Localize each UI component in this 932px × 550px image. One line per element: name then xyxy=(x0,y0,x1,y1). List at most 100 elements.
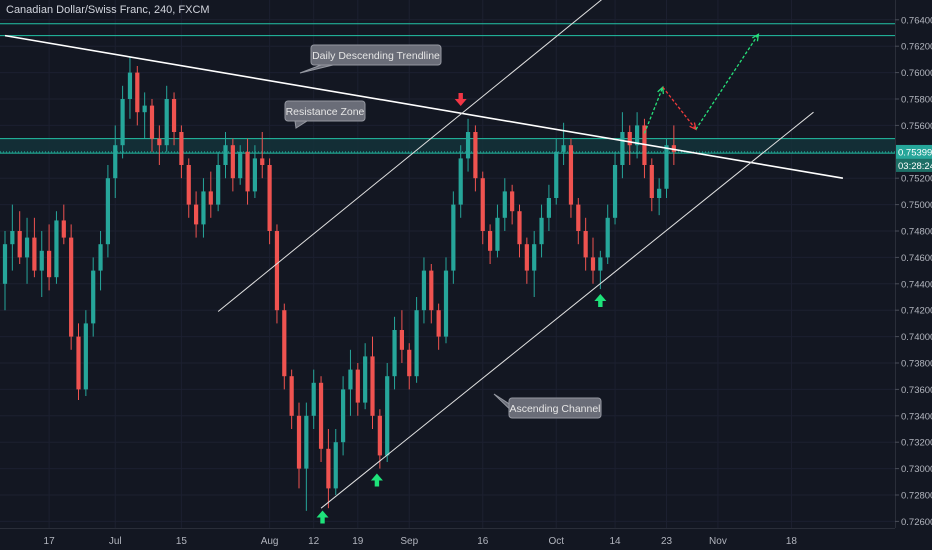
price-tick-label: 0.75600 xyxy=(901,121,932,132)
price-tick-label: 0.74000 xyxy=(901,332,932,343)
candle-body xyxy=(282,310,287,377)
candle-body xyxy=(274,231,280,311)
price-tick-label: 0.76200 xyxy=(901,42,932,53)
channel-lower-line[interactable] xyxy=(320,111,814,509)
candle-body xyxy=(201,191,206,225)
descending-trendline[interactable] xyxy=(4,34,844,179)
candle-body xyxy=(554,151,559,198)
time-axis-bg xyxy=(0,528,932,550)
candle-body xyxy=(113,145,118,179)
price-tick-label: 0.73800 xyxy=(901,359,932,370)
price-tick-label: 0.76400 xyxy=(901,15,932,26)
chart-title: Canadian Dollar/Swiss Franc, 240, FXCM xyxy=(6,4,210,16)
resistance-zone-label: Resistance Zone xyxy=(286,106,365,118)
candle-body xyxy=(194,204,199,225)
candle-body xyxy=(649,165,654,198)
candle-body xyxy=(385,376,390,456)
candle-body xyxy=(568,145,574,205)
price-tick-label: 0.76000 xyxy=(901,68,932,79)
descending-trendline-label: Daily Descending Trendline xyxy=(312,50,440,62)
candle-body xyxy=(208,191,213,205)
candle-body xyxy=(186,165,191,205)
projection-up-arrow xyxy=(643,86,664,134)
candle-body xyxy=(61,220,66,238)
candle-body xyxy=(510,191,515,212)
candle-body xyxy=(216,165,221,205)
time-tick-label: Sep xyxy=(400,536,418,547)
up-arrow-icon xyxy=(594,294,607,307)
candle-body xyxy=(289,376,294,416)
candle-body xyxy=(157,138,162,146)
candle-body xyxy=(341,389,346,443)
candle-body xyxy=(245,151,250,192)
candle-body xyxy=(2,244,8,284)
candle-body xyxy=(230,145,235,179)
candle-body xyxy=(612,165,618,218)
candle-body xyxy=(179,132,184,165)
candle-body xyxy=(392,330,397,377)
candle-body xyxy=(590,257,596,271)
price-tick-label: 0.73200 xyxy=(901,438,932,449)
projection-up-arrow xyxy=(695,33,759,130)
candle-body xyxy=(495,217,500,251)
channel-upper-line[interactable] xyxy=(217,0,608,312)
candle-body xyxy=(583,231,588,258)
current-price-badge xyxy=(896,144,932,159)
time-tick-label: Aug xyxy=(261,536,279,547)
candle-body xyxy=(532,244,537,271)
candlestick-series xyxy=(2,56,676,511)
candle-body xyxy=(598,257,603,271)
time-tick-label: Jul xyxy=(109,536,122,547)
candle-body xyxy=(238,151,243,179)
countdown-label: 03:28:24 xyxy=(898,161,932,172)
candle-body xyxy=(267,165,272,231)
resistance-zone xyxy=(0,138,895,154)
candle-body xyxy=(260,158,265,165)
annotations: Daily Descending Trendline Resistance Zon… xyxy=(284,44,602,419)
candle-body xyxy=(54,220,59,278)
candle-body xyxy=(377,415,382,456)
candle-body xyxy=(488,231,493,251)
time-axis[interactable]: 17 Jul 15 Aug 12 19 Sep 16 Oct 14 23 Nov 18 xyxy=(0,528,932,550)
candle-body xyxy=(76,336,81,390)
time-tick-label: 23 xyxy=(661,536,673,547)
projection-up-arrow-head xyxy=(752,33,760,42)
candle-body xyxy=(664,145,669,189)
time-tick-label: Nov xyxy=(709,536,727,547)
price-tick-label: 0.73000 xyxy=(901,464,932,475)
price-tick-label: 0.75800 xyxy=(901,95,932,106)
candle-body xyxy=(421,270,427,311)
price-axis[interactable]: 0.76400 0.76200 0.76000 0.75800 0.75600 0.752… xyxy=(895,0,932,550)
candle-body xyxy=(326,448,331,489)
candle-body xyxy=(47,250,52,278)
candle-body xyxy=(120,99,125,146)
price-tick-label: 0.74600 xyxy=(901,253,932,264)
trendlines[interactable] xyxy=(4,0,844,509)
descending-trendline-label-box xyxy=(310,44,442,66)
time-tick-label: 17 xyxy=(44,536,56,547)
candle-body xyxy=(561,145,566,152)
candle-body xyxy=(296,415,302,469)
grid-lines xyxy=(0,0,895,528)
projection-down-arrow xyxy=(662,86,697,130)
candle-body xyxy=(465,132,471,159)
candle-body xyxy=(473,132,478,179)
resistance-zone-label-box xyxy=(284,100,366,122)
time-tick-label: 16 xyxy=(477,536,489,547)
candle-body xyxy=(32,237,37,271)
time-tick-label: 18 xyxy=(786,536,798,547)
candle-body xyxy=(39,250,44,271)
candle-body xyxy=(370,356,375,416)
candle-body xyxy=(627,132,632,146)
candle-body xyxy=(539,217,544,245)
candle-body xyxy=(605,217,610,258)
arrow-markers xyxy=(316,92,607,524)
candle-body xyxy=(333,442,338,489)
candle-body xyxy=(414,310,419,377)
price-tick-label: 0.72600 xyxy=(901,517,932,528)
candle-body xyxy=(149,105,155,139)
candle-body xyxy=(517,211,522,245)
candle-body xyxy=(576,204,581,231)
